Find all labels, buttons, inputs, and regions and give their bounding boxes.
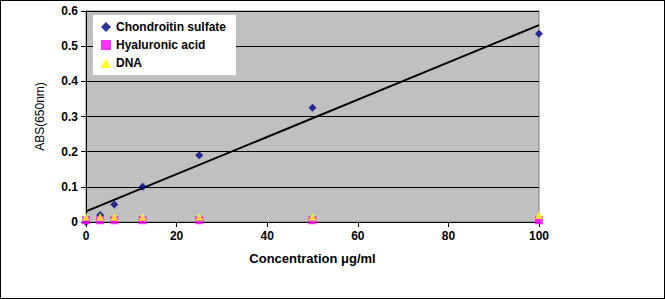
svg-text:0.5: 0.5 bbox=[61, 39, 78, 53]
svg-text:0: 0 bbox=[83, 229, 90, 243]
svg-text:100: 100 bbox=[529, 229, 549, 243]
svg-text:60: 60 bbox=[351, 229, 365, 243]
svg-text:Concentration μg/ml: Concentration μg/ml bbox=[249, 251, 375, 266]
svg-text:20: 20 bbox=[170, 229, 184, 243]
svg-text:80: 80 bbox=[442, 229, 456, 243]
svg-text:0.6: 0.6 bbox=[61, 4, 78, 18]
svg-text:0.3: 0.3 bbox=[61, 110, 78, 124]
svg-text:0: 0 bbox=[71, 215, 78, 229]
svg-text:0.1: 0.1 bbox=[61, 180, 78, 194]
svg-text:0.4: 0.4 bbox=[61, 74, 78, 88]
svg-text:Hyaluronic acid: Hyaluronic acid bbox=[116, 38, 205, 52]
svg-text:ABS(650nm): ABS(650nm) bbox=[33, 82, 47, 151]
svg-text:0.2: 0.2 bbox=[61, 145, 78, 159]
svg-text:40: 40 bbox=[261, 229, 275, 243]
svg-text:Chondroitin sulfate: Chondroitin sulfate bbox=[116, 20, 226, 34]
svg-text:DNA: DNA bbox=[116, 56, 142, 70]
